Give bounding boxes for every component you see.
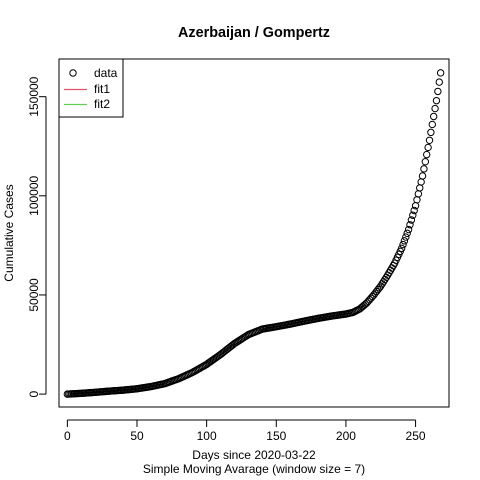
legend: data fit1 fit2 xyxy=(58,58,124,118)
data-point xyxy=(399,240,407,249)
data-point xyxy=(406,221,414,229)
data-point xyxy=(403,229,411,238)
data-point xyxy=(410,206,418,215)
data-point xyxy=(425,136,434,145)
y-axis-label: Cumulative Cases xyxy=(2,184,16,281)
data-series xyxy=(63,69,445,398)
data-point xyxy=(428,120,436,129)
y-tick-label: 100000 xyxy=(27,175,41,215)
x-tick-label: 150 xyxy=(266,429,286,443)
x-tick-label: 200 xyxy=(336,429,356,443)
x-tick-label: 50 xyxy=(130,429,144,443)
data-point xyxy=(429,112,438,121)
data-point xyxy=(414,190,423,198)
x-tick-label: 0 xyxy=(64,429,71,443)
data-point xyxy=(421,158,430,166)
legend-data-marker xyxy=(69,69,77,77)
legend-fit2-label: fit2 xyxy=(94,97,110,111)
data-point xyxy=(404,225,413,234)
data-point xyxy=(427,128,435,137)
data-point xyxy=(402,233,410,241)
data-point xyxy=(397,244,406,253)
y-tick-label: 150000 xyxy=(27,76,41,116)
data-point xyxy=(413,196,421,204)
data-point xyxy=(436,69,445,77)
y-tick-label: 0 xyxy=(27,390,41,397)
data-point xyxy=(420,165,428,173)
y-tick-label: 50000 xyxy=(27,278,41,312)
chart-title: Azerbaijan / Gompertz xyxy=(178,25,330,41)
y-axis: 0 50000 100000 150000 xyxy=(27,76,47,397)
legend-box xyxy=(58,58,124,118)
data-point xyxy=(407,216,416,224)
x-tick-label: 100 xyxy=(197,429,217,443)
data-point xyxy=(424,143,432,152)
legend-fit1-label: fit1 xyxy=(94,82,110,96)
x-axis: 0 50 100 150 200 250 xyxy=(64,419,426,443)
legend-data-label: data xyxy=(94,66,118,80)
data-point xyxy=(418,172,427,180)
data-point xyxy=(423,150,431,159)
data-point xyxy=(400,237,409,245)
data-point xyxy=(432,96,441,105)
plot-frame xyxy=(58,58,450,408)
x-axis-sublabel: Simple Moving Avarage (window size = 7) xyxy=(143,462,365,476)
data-point xyxy=(431,104,439,113)
x-axis-label: Days since 2020-03-22 xyxy=(192,448,316,462)
data-point xyxy=(435,78,443,86)
data-point xyxy=(416,184,424,192)
data-point xyxy=(434,87,442,96)
data-point xyxy=(409,211,417,219)
x-tick-label: 250 xyxy=(406,429,426,443)
data-point xyxy=(417,178,425,186)
